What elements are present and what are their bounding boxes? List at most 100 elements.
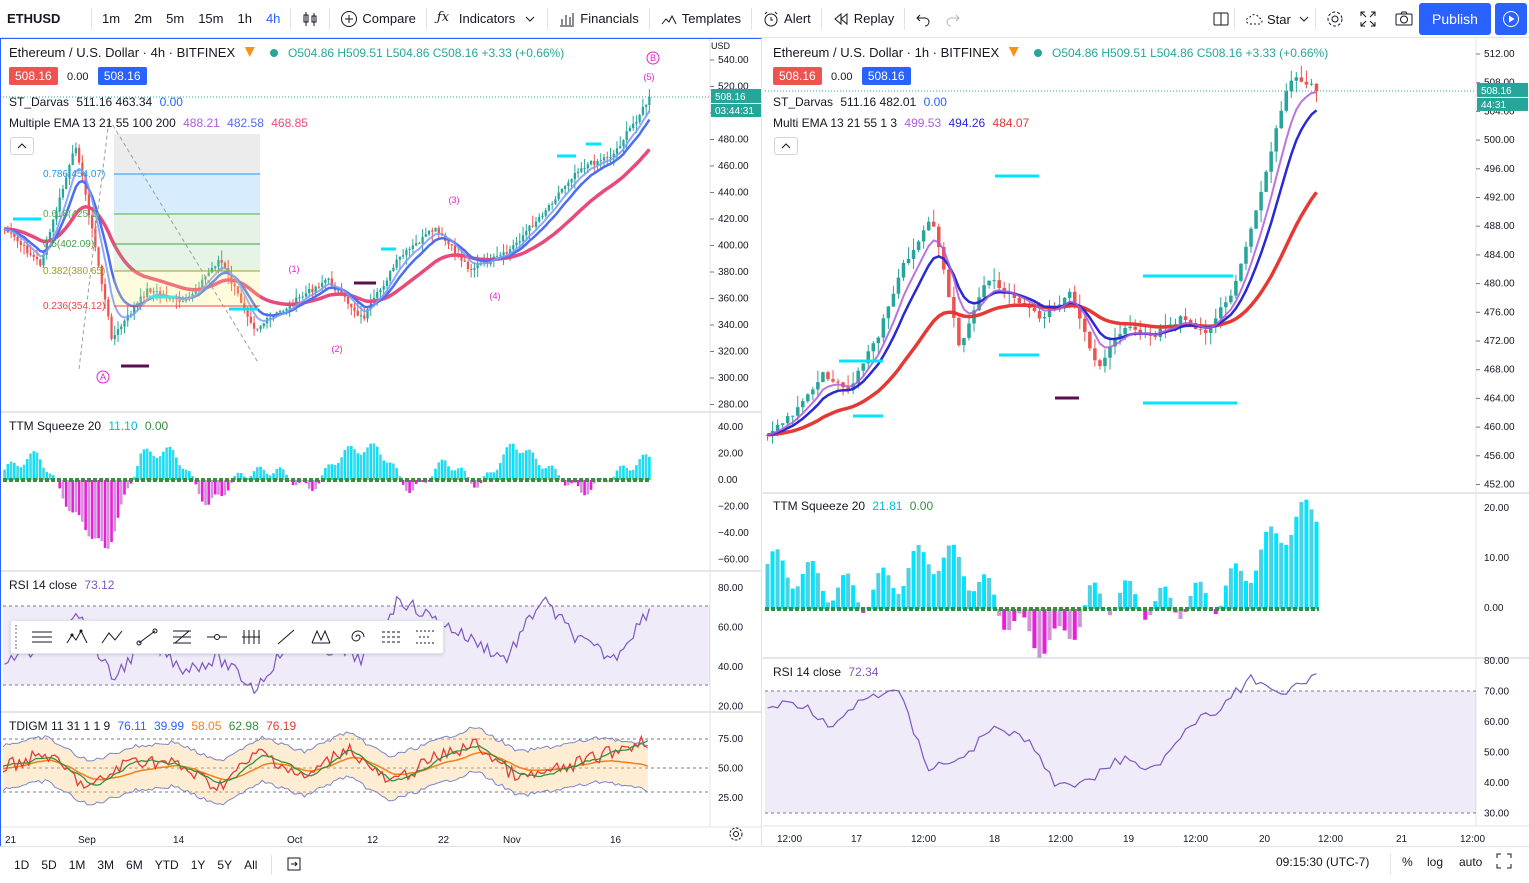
left-ema-legend[interactable]: Multiple EMA 13 21 55 100 200 488.21 482… (9, 116, 308, 130)
range-1m[interactable]: 1M (68, 858, 86, 872)
candle-body (129, 314, 133, 316)
range-6m[interactable]: 6M (126, 858, 143, 872)
right-chart[interactable]: 512.00508.00504.00500.00496.00492.00488.… (763, 38, 1529, 846)
right-collapse-legend-button[interactable] (774, 137, 798, 155)
left-collapse-legend-button[interactable] (10, 137, 34, 155)
compare-button[interactable]: Compare (333, 0, 422, 38)
ttm-histogram-bar (81, 480, 84, 522)
candle-body (327, 278, 330, 280)
candle-body (911, 250, 916, 259)
star-label: Star (1267, 11, 1291, 27)
layout-button[interactable] (1205, 0, 1237, 38)
star-button[interactable]: Star (1238, 0, 1318, 38)
log-scale-toggle[interactable]: log (1427, 855, 1444, 869)
ttm-histogram-bar (307, 480, 311, 489)
candle-body (962, 337, 966, 346)
interval-15m[interactable]: 15m (198, 11, 224, 26)
ttm-histogram-bar (158, 456, 162, 480)
symbol-search[interactable]: ETHUSD (7, 11, 61, 26)
snapshot-button[interactable] (1387, 0, 1421, 38)
percent-scale-toggle[interactable]: % (1402, 855, 1413, 869)
right-darvas-legend[interactable]: ST_Darvas 511.16 482.01 0.00 (773, 95, 947, 109)
xabcd-pattern-tool[interactable] (304, 622, 339, 652)
range-1d[interactable]: 1D (14, 858, 30, 872)
chart-type-button[interactable] (294, 0, 326, 38)
left-bid-badge[interactable]: 508.16 (9, 67, 58, 85)
candle-body (71, 153, 74, 165)
left-ttm-legend[interactable]: TTM Squeeze 20 11.10 0.00 (9, 419, 168, 433)
right-ema-legend[interactable]: Multi EMA 13 21 55 1 3 499.53 494.26 484… (773, 116, 1029, 130)
candle-body (957, 317, 961, 346)
ttm-histogram-bar (13, 462, 16, 480)
interval-4h[interactable]: 4h (265, 11, 281, 26)
ttm-tick-label: −40.00 (718, 528, 749, 539)
interval-2m[interactable]: 2m (134, 11, 153, 26)
abc-pattern-tool[interactable] (95, 622, 130, 652)
financials-button[interactable]: Financials (551, 0, 646, 38)
left-rsi-legend[interactable]: RSI 14 close 73.12 (9, 578, 114, 592)
date-range-tool[interactable] (408, 622, 443, 652)
ttm-histogram-bar (644, 454, 648, 480)
range-all[interactable]: All (244, 858, 258, 872)
left-symbol-title[interactable]: Ethereum / U.S. Dollar · 4h · BITFINEX (9, 45, 236, 60)
alert-button[interactable]: Alert (755, 0, 818, 38)
range-5y[interactable]: 5Y (217, 858, 233, 872)
elliott-wave-tool[interactable] (60, 622, 95, 652)
price-tick-label: 540.00 (718, 55, 749, 66)
left-chart-settings-button[interactable] (728, 826, 744, 845)
ttm-histogram-bar (64, 480, 68, 507)
cycle-tool[interactable] (338, 622, 373, 652)
right-spread: 0.00 (831, 71, 853, 83)
ttm-histogram-bar (68, 480, 71, 512)
candle-body (596, 161, 599, 165)
candle-body (1299, 77, 1304, 82)
range-1y[interactable]: 1Y (190, 858, 206, 872)
interval-1m[interactable]: 1m (102, 11, 121, 26)
horizontal-lines-tool[interactable] (25, 622, 60, 652)
fullscreen-button[interactable] (1352, 0, 1384, 38)
left-tdi-legend[interactable]: TDIGM 11 31 1 1 9 76.11 39.99 58.05 62.9… (9, 719, 296, 733)
interval-5m[interactable]: 5m (166, 11, 185, 26)
ray-tool[interactable] (269, 622, 304, 652)
ttm-histogram-bar (1284, 544, 1289, 609)
range-5d[interactable]: 5D (41, 858, 57, 872)
range-ytd[interactable]: YTD (154, 858, 179, 872)
range-3m[interactable]: 3M (97, 858, 115, 872)
horizontal-ray-tool[interactable] (199, 622, 234, 652)
replay-button[interactable]: Replay (825, 0, 901, 38)
left-ask-badge[interactable]: 508.16 (97, 67, 147, 85)
indicators-button[interactable]: ƒx Indicators (430, 0, 544, 38)
right-ttm-legend[interactable]: TTM Squeeze 20 21.81 0.00 (773, 499, 933, 513)
goto-date-button[interactable] (280, 856, 308, 875)
undo-button[interactable] (908, 0, 938, 38)
candle-body (492, 256, 495, 258)
candle-body (866, 351, 871, 364)
clock[interactable]: 09:15:30 (UTC-7) (1276, 855, 1370, 869)
left-darvas-legend[interactable]: ST_Darvas 511.16 463.34 0.00 (9, 95, 183, 109)
fib-retracement-tool[interactable] (164, 622, 199, 652)
right-symbol-title[interactable]: Ethereum / U.S. Dollar · 1h · BITFINEX (773, 45, 1000, 60)
right-rsi-legend[interactable]: RSI 14 close 72.34 (773, 665, 878, 679)
trend-line-tool[interactable] (129, 622, 164, 652)
publish-button[interactable]: Publish (1419, 3, 1491, 35)
ttm-histogram-bar (139, 453, 142, 480)
candle-body (1108, 346, 1112, 358)
right-bid-badge[interactable]: 508.16 (773, 67, 822, 85)
maximize-button[interactable] (1490, 853, 1518, 872)
parallel-channel-tool[interactable] (373, 622, 408, 652)
interval-1h[interactable]: 1h (237, 11, 252, 26)
auto-scale-toggle[interactable]: auto (1459, 855, 1483, 869)
ttm-histogram-bar (1223, 585, 1228, 609)
candle-body (876, 337, 881, 344)
drag-handle[interactable] (15, 625, 23, 649)
vertical-lines-icon (242, 630, 261, 644)
ttm-histogram-bar (453, 470, 457, 480)
left-chart[interactable]: 540.00520.00500.00480.00460.00440.00420.… (0, 38, 762, 846)
templates-button[interactable]: Templates (653, 0, 748, 38)
play-button[interactable] (1495, 3, 1527, 35)
divider (820, 7, 822, 30)
right-ask-badge[interactable]: 508.16 (861, 67, 911, 85)
settings-button[interactable] (1318, 0, 1352, 38)
gann-tool[interactable] (234, 622, 269, 652)
redo-button[interactable] (938, 0, 968, 38)
